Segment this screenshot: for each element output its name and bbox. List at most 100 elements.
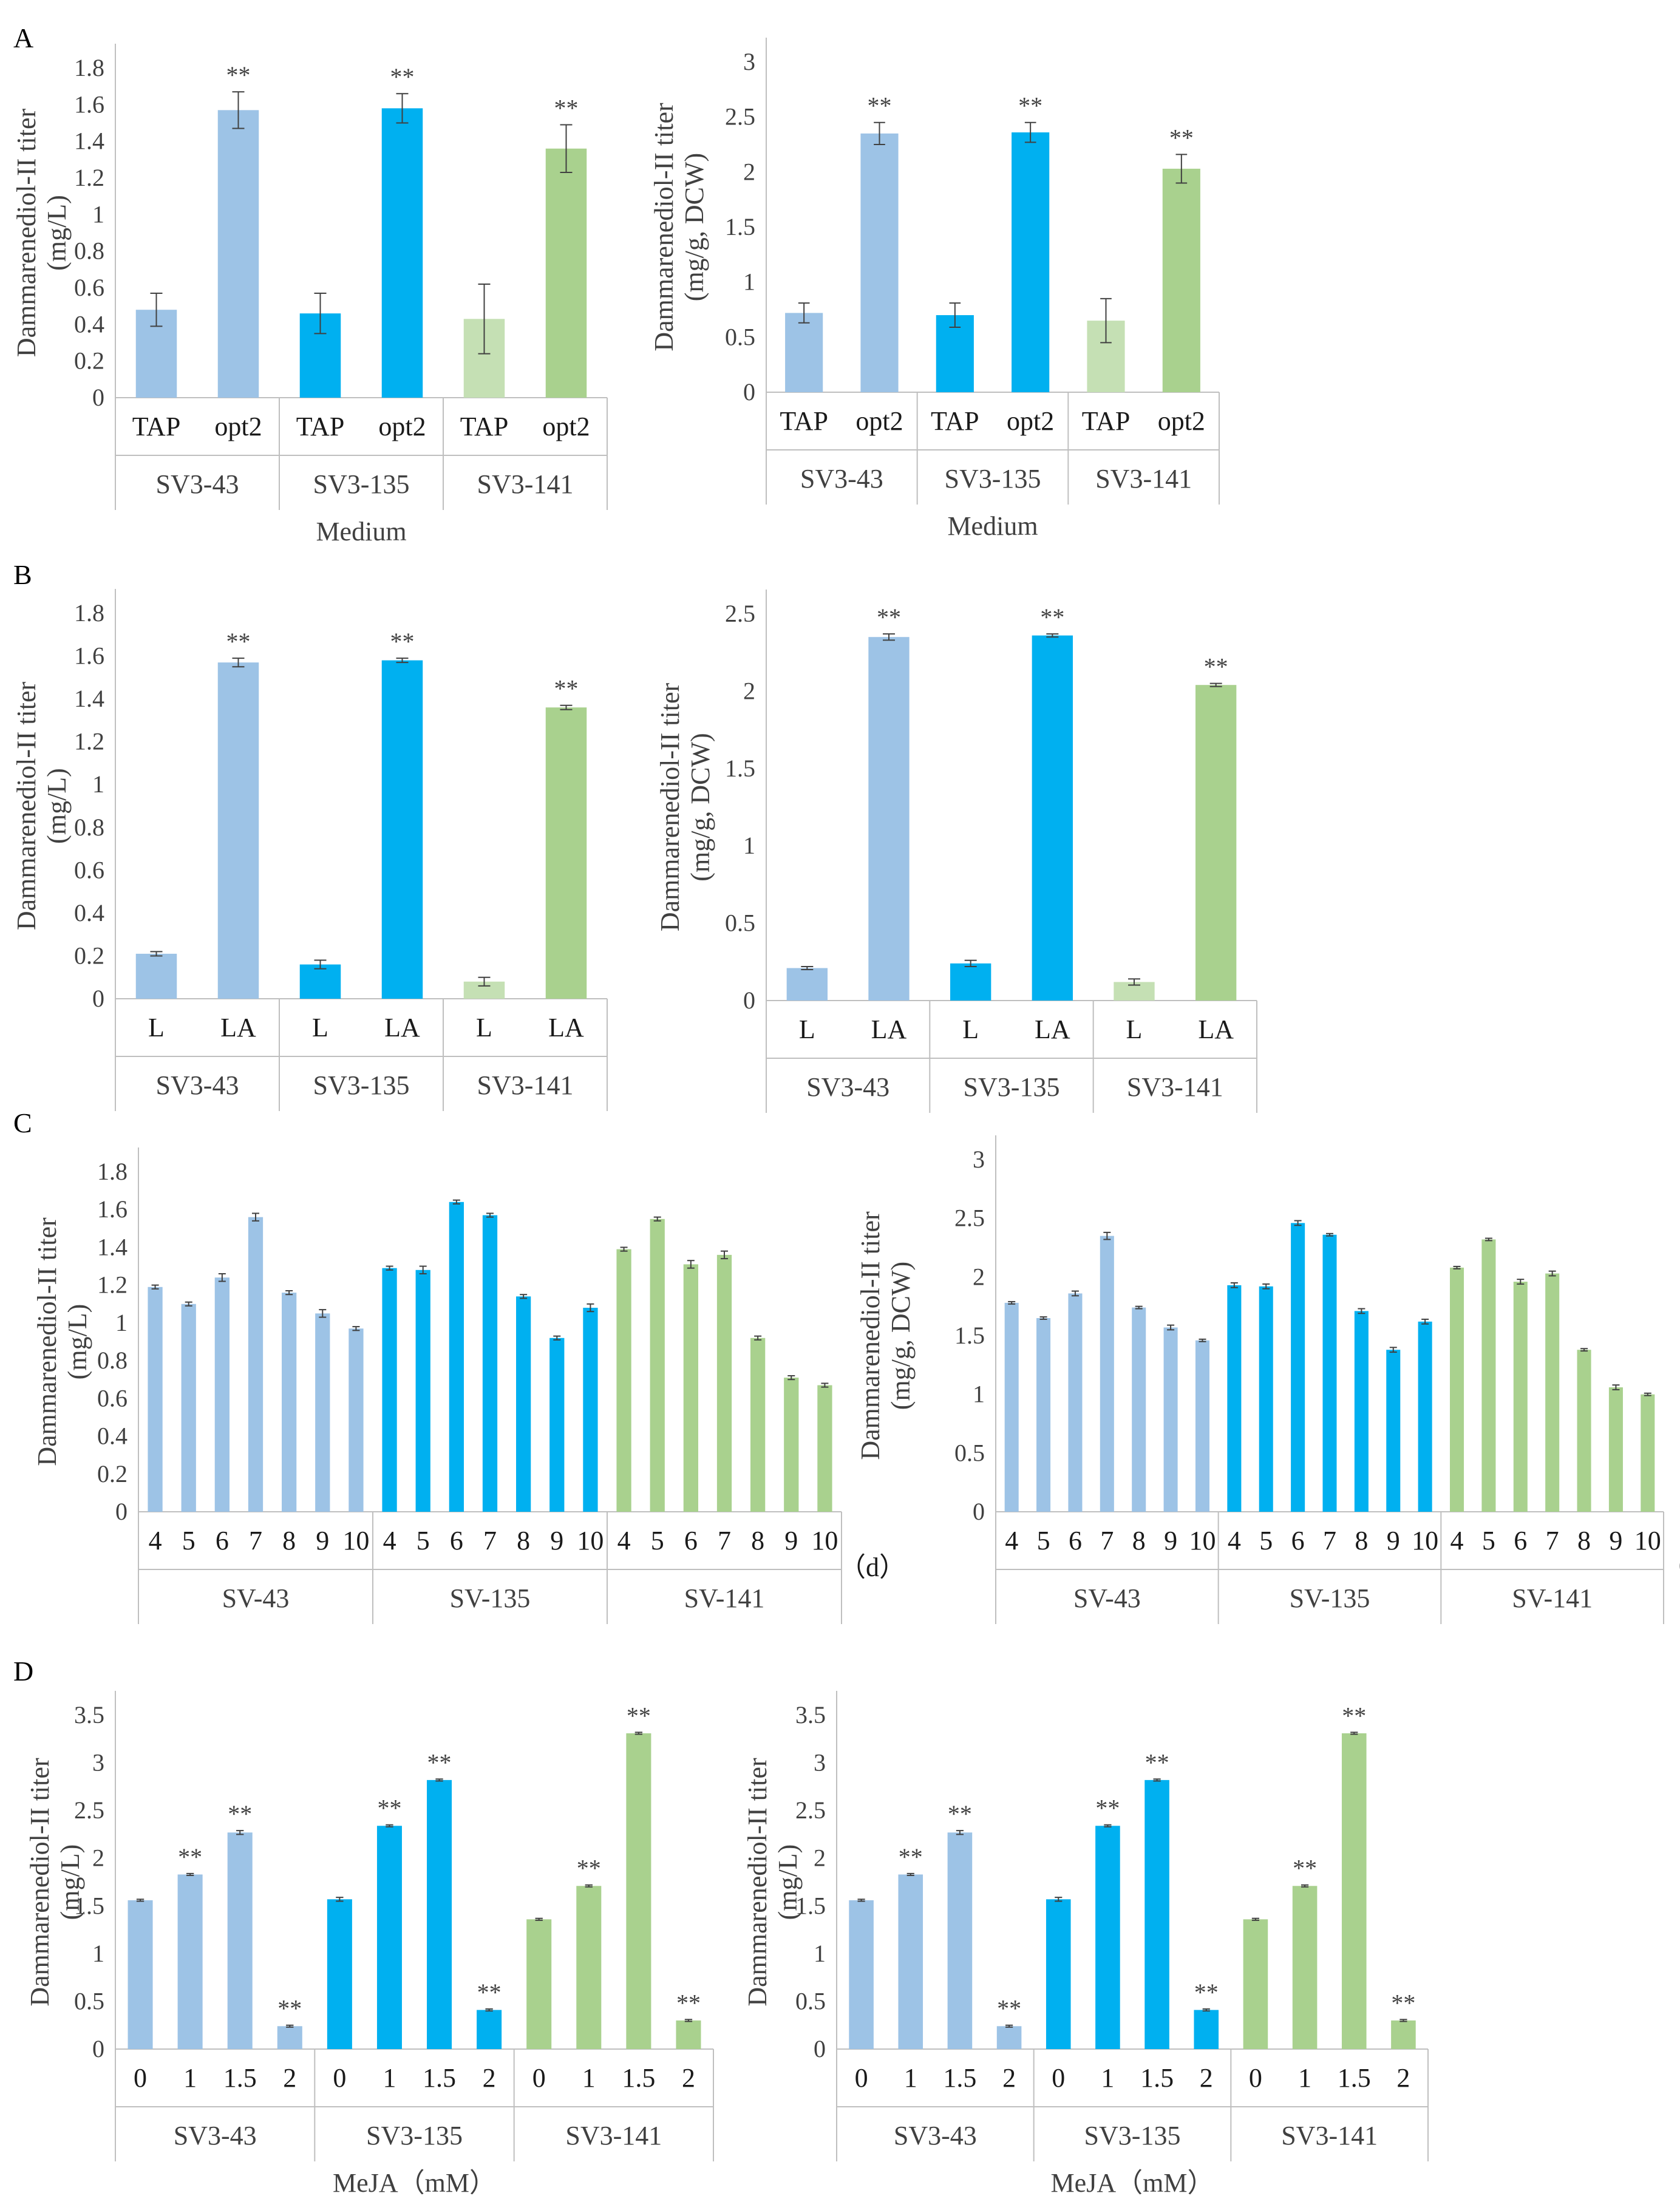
y-axis-title: Dammarenediol-II titer(mg/L) (12, 109, 72, 358)
y-tick-label: 1.5 (954, 1322, 985, 1349)
y-axis-title-line: (mg/g, DCW) (679, 153, 709, 301)
bar (683, 1264, 698, 1512)
x-category-label: 1 (582, 2063, 596, 2093)
y-tick-label: 1 (743, 268, 755, 296)
bar (1577, 1350, 1591, 1512)
chart-c-right: 00.511.522.534 5 6 7 8 9 10 4 5 6 7 8 9 10 4 5 6 7 8 9 10SV-… (855, 1135, 1680, 1624)
x-category-label: 10 (811, 1526, 838, 1555)
x-category-label: 6 (1514, 1526, 1527, 1555)
y-axis-title-line: Dammarenediol-II titer (655, 683, 685, 932)
y-tick-label: 1.4 (74, 685, 104, 712)
bar (1291, 1223, 1305, 1512)
y-tick-label: 2.5 (954, 1205, 985, 1232)
chart-b-left: 0 0.2 0.4 0.6 0.8 1 1.2 1.4 1.6 1.8 L ** LA L ** LA L ** L… (12, 589, 608, 1111)
y-axis-title-line: (mg/g, DCW) (886, 1262, 916, 1410)
x-category-label: 8 (751, 1526, 764, 1555)
x-category-label: 4 (617, 1526, 631, 1555)
x-category-label: 1 (383, 2063, 396, 2093)
y-tick-label: 0.5 (795, 1987, 826, 2014)
x-category-label: LA (548, 1013, 584, 1042)
significance-label: ** (1342, 1702, 1366, 1729)
bar (545, 148, 587, 398)
x-category-label: 9 (316, 1526, 329, 1555)
x-category-label: L (148, 1013, 165, 1042)
y-axis-title-line: Dammarenediol-II titer (855, 1211, 885, 1460)
bar (477, 2010, 502, 2049)
y-tick-label: 0 (92, 985, 104, 1012)
x-category-label: L (312, 1013, 328, 1042)
x-category-label: L (799, 1015, 815, 1044)
y-tick-label: 1 (92, 1940, 104, 1967)
x-category-label: 6 (216, 1526, 229, 1555)
significance-label: ** (1194, 1979, 1219, 2006)
bar (1163, 1327, 1178, 1512)
x-category-label: 1.5 (1338, 2063, 1371, 2093)
y-axis-title-line: (mg/L) (63, 1304, 92, 1380)
y-axis-title-line: (mg/g, DCW) (685, 733, 715, 881)
x-category-label: 8 (1132, 1526, 1146, 1555)
x-axis-title: Medium (316, 517, 406, 546)
y-axis-title: Dammarenediol-II titer(mg/L) (25, 1758, 85, 2007)
x-category-label: 6 (684, 1526, 698, 1555)
x-category-label: 1 (1101, 2063, 1114, 2093)
chart-b-right: 0 0.5 1 1.5 2 2.5 L ** LA L ** LA L ** LA SV3-43 SV3-135… (655, 590, 1257, 1113)
y-tick-label: 3 (973, 1146, 985, 1173)
group-label: SV3-43 (174, 2121, 257, 2150)
x-category-label: TAP (1082, 406, 1131, 436)
y-tick-label: 1.4 (74, 127, 104, 155)
x-category-label: L (476, 1013, 492, 1042)
bar (282, 1293, 297, 1512)
y-tick-label: 1 (92, 200, 104, 228)
bar (650, 1219, 665, 1512)
y-tick-label: 2.5 (725, 103, 755, 131)
x-category-label: opt2 (1158, 406, 1205, 436)
group-label: SV3-43 (156, 1070, 239, 1100)
y-tick-label: 2.5 (74, 1797, 104, 1824)
x-category-label: 5 (182, 1526, 196, 1555)
bar (227, 1832, 253, 2049)
significance-label: ** (427, 1749, 452, 1776)
y-tick-label: 0 (92, 2035, 104, 2062)
y-tick-label: 0 (115, 1498, 128, 1525)
bar (1144, 1780, 1169, 2049)
y-tick-label: 1 (973, 1381, 985, 1408)
x-category-label: L (962, 1015, 979, 1044)
significance-label: ** (877, 603, 901, 631)
group-label: SV3-43 (894, 2121, 977, 2150)
significance-label: ** (1204, 653, 1228, 681)
y-tick-label: 1.5 (74, 1892, 104, 1919)
x-category-label: LA (871, 1015, 907, 1044)
bar (1641, 1394, 1655, 1512)
bar (1354, 1311, 1369, 1512)
bar (786, 968, 828, 1001)
significance-label: ** (477, 1979, 502, 2006)
significance-label: ** (554, 95, 579, 122)
bar (214, 1277, 230, 1512)
significance-label: ** (1018, 92, 1042, 120)
y-tick-label: 1.8 (74, 54, 104, 81)
bar (868, 637, 910, 1001)
bar (1194, 2010, 1219, 2049)
x-category-label: 9 (1387, 1526, 1400, 1555)
x-category-label: TAP (296, 412, 345, 441)
x-category-label: 8 (1577, 1526, 1591, 1555)
y-tick-label: 0.8 (74, 237, 104, 265)
bar (427, 1780, 452, 2049)
bar (1341, 1733, 1367, 2049)
bar (1100, 1236, 1114, 1512)
x-category-label: 9 (784, 1526, 798, 1555)
significance-label: ** (577, 1855, 601, 1882)
bar (1243, 1919, 1268, 2049)
group-label: SV3-43 (806, 1072, 889, 1102)
x-category-label: 2 (1002, 2063, 1016, 2093)
x-category-label: opt2 (855, 406, 903, 436)
y-tick-label: 0 (743, 378, 755, 406)
group-label: SV3-141 (477, 469, 574, 499)
bar (1046, 1899, 1071, 2049)
significance-label: ** (228, 1800, 252, 1827)
group-label: SV-141 (1512, 1583, 1593, 1613)
bar (1195, 1340, 1209, 1512)
group-label: SV3-135 (313, 469, 410, 499)
y-tick-label: 2 (92, 1844, 104, 1872)
y-axis-title-line: Dammarenediol-II titer (12, 682, 41, 931)
